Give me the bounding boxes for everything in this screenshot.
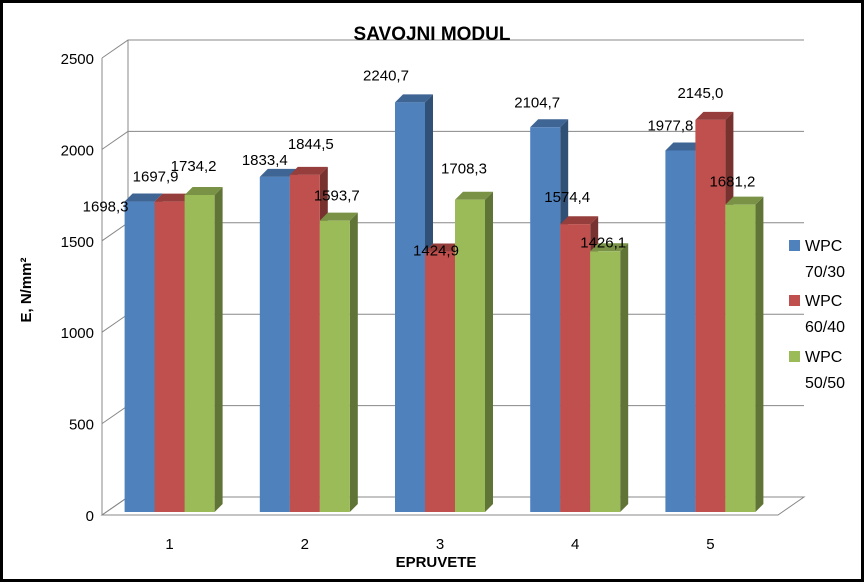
bar-top bbox=[154, 193, 193, 202]
bar-front bbox=[425, 251, 455, 513]
gridline bbox=[101, 130, 804, 150]
legend-swatch bbox=[789, 240, 800, 251]
y-tick-label: 2500 bbox=[61, 51, 94, 68]
bar-front bbox=[665, 150, 696, 512]
bar-top bbox=[289, 166, 328, 175]
bar-front bbox=[395, 102, 425, 513]
data-label: 1698,3 bbox=[83, 199, 129, 216]
bar-top bbox=[530, 119, 569, 128]
y-tick-label: 500 bbox=[69, 417, 94, 434]
data-label: 1424,9 bbox=[413, 243, 459, 260]
bar-side bbox=[620, 243, 629, 513]
bars bbox=[124, 94, 764, 513]
bar-front bbox=[154, 201, 185, 512]
legend-label: WPC bbox=[805, 349, 842, 366]
bar-top bbox=[455, 191, 493, 200]
y-tick-label: 0 bbox=[86, 508, 94, 525]
bar-front bbox=[590, 251, 621, 513]
bar bbox=[319, 212, 358, 513]
bar-side bbox=[485, 191, 493, 512]
y-tick-label: 2000 bbox=[61, 142, 94, 159]
data-label: 1681,2 bbox=[709, 174, 755, 191]
data-label: 2240,7 bbox=[363, 67, 409, 84]
x-tick-label: 1 bbox=[165, 536, 173, 553]
data-label: 1977,8 bbox=[647, 117, 693, 134]
legend-label: 50/50 bbox=[805, 375, 845, 392]
bar bbox=[455, 191, 493, 512]
x-tick-label: 3 bbox=[436, 536, 444, 553]
y-axis-label: E, N/mm² bbox=[18, 257, 35, 322]
legend-label: WPC bbox=[805, 238, 842, 255]
x-tick-label: 4 bbox=[571, 536, 579, 553]
bar bbox=[725, 196, 764, 512]
bar-front bbox=[184, 194, 215, 513]
bar bbox=[590, 243, 629, 513]
bar-front bbox=[530, 127, 561, 513]
bar-front bbox=[695, 119, 726, 513]
bar-front bbox=[560, 224, 591, 512]
y-tick-label: 1500 bbox=[61, 234, 94, 251]
data-label: 1697,9 bbox=[133, 169, 179, 186]
bar-top bbox=[184, 186, 223, 195]
bar bbox=[184, 186, 223, 513]
y-tick-label: 1000 bbox=[61, 325, 94, 342]
chart-title: SAVOJNI MODUL bbox=[354, 24, 511, 45]
bar-top bbox=[665, 142, 704, 151]
data-label: 1426,1 bbox=[580, 234, 626, 251]
x-axis-label: EPRUVETE bbox=[396, 554, 477, 571]
bar-front bbox=[124, 201, 155, 512]
legend: WPC 70/30 WPC 60/40 WPC 50/50 bbox=[789, 238, 845, 392]
bar-top bbox=[725, 196, 764, 205]
legend-label: WPC bbox=[805, 293, 842, 310]
bar-side bbox=[755, 196, 764, 512]
bar-top bbox=[590, 243, 629, 252]
legend-swatch bbox=[789, 351, 800, 362]
data-label: 1833,4 bbox=[242, 152, 288, 169]
bar-front bbox=[319, 220, 350, 513]
bar-top bbox=[395, 94, 433, 103]
bar-top bbox=[124, 193, 163, 202]
x-tick-label: 5 bbox=[706, 536, 714, 553]
bar-side bbox=[214, 186, 223, 513]
legend-swatch bbox=[789, 295, 800, 306]
bar-top bbox=[560, 216, 599, 225]
y-axis-ticks: 0 500 1000 1500 2000 2500 bbox=[61, 51, 94, 525]
data-label: 1708,3 bbox=[441, 161, 487, 178]
data-label: 1593,7 bbox=[314, 188, 360, 205]
gridline bbox=[101, 39, 804, 59]
data-label: 1844,5 bbox=[288, 136, 334, 153]
data-labels: 1698,3 1833,4 2240,7 2104,7 1977,8 1697,9 1844… bbox=[83, 67, 756, 259]
bar-top bbox=[319, 212, 358, 221]
bar-top bbox=[259, 168, 298, 177]
legend-label: 70/30 bbox=[805, 264, 845, 281]
data-label: 1574,4 bbox=[544, 189, 590, 206]
data-label: 2104,7 bbox=[514, 94, 560, 111]
bar bbox=[530, 119, 569, 513]
bar-side bbox=[349, 212, 358, 513]
x-axis-ticks: 1 2 3 4 5 bbox=[165, 536, 714, 553]
data-label: 2145,0 bbox=[677, 85, 723, 102]
bar-front bbox=[725, 204, 756, 512]
legend-label: 60/40 bbox=[805, 319, 845, 336]
bar-front bbox=[259, 176, 290, 512]
bar-top bbox=[695, 111, 734, 120]
bar-front bbox=[289, 174, 320, 513]
data-label: 1734,2 bbox=[171, 158, 217, 175]
bar-top bbox=[425, 243, 463, 252]
bar-front bbox=[455, 199, 485, 512]
x-tick-label: 2 bbox=[301, 536, 309, 553]
